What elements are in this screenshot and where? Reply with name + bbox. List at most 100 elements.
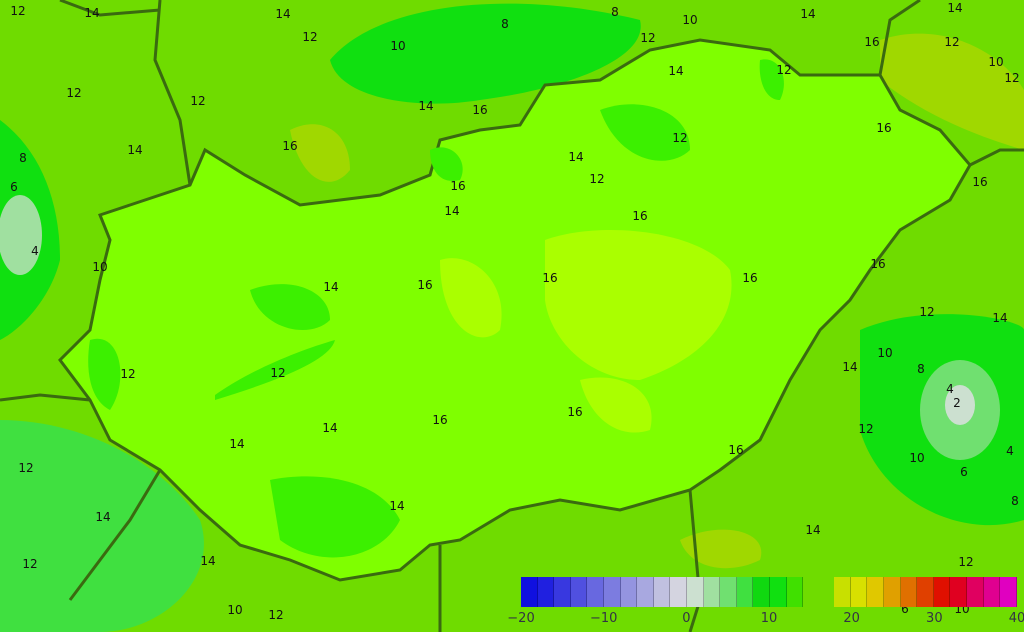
colorbar-cell — [620, 577, 638, 607]
contour-label: 14 — [229, 437, 244, 451]
colorbar-tick-label: 30 — [926, 611, 943, 626]
contour-label: 14 — [323, 280, 338, 294]
colorbar-cell — [570, 577, 588, 607]
contour-label: 16 — [864, 35, 879, 49]
contour-label: 10 — [877, 346, 892, 360]
contour-label: 16 — [282, 139, 297, 153]
colorbar-cell — [950, 577, 968, 607]
contour-label: 10 — [390, 39, 405, 53]
contour-label: 16 — [972, 175, 987, 189]
contour-label: 12 — [190, 94, 205, 108]
hungary-region — [58, 38, 972, 582]
colorbar-cell — [884, 577, 901, 607]
contour-label: 14 — [568, 150, 583, 164]
contour-label: 8 — [19, 151, 27, 165]
contour-label: 12 — [919, 305, 934, 319]
contour-label: 12 — [858, 422, 873, 436]
contour-label: 12 — [640, 31, 655, 45]
contour-label: 12 — [120, 367, 135, 381]
contour-label: 14 — [842, 360, 857, 374]
colorbar-cell — [521, 577, 538, 607]
colorbar-tick-label: −20 — [507, 611, 535, 626]
contour-label: 14 — [322, 421, 337, 435]
contour-label: 12 — [958, 555, 973, 569]
contour-label: 4 — [31, 244, 39, 258]
contour-label: 12 — [10, 4, 25, 18]
contour-label: 16 — [472, 103, 487, 117]
contour-label: 12 — [22, 557, 37, 571]
contour-label: 14 — [418, 99, 433, 113]
contour-label: 16 — [542, 271, 557, 285]
colorbar-cell — [720, 577, 737, 607]
contour-label: 16 — [567, 405, 582, 419]
contour-label: 14 — [95, 510, 110, 524]
contour-label: 12 — [589, 172, 604, 186]
contour-label: 8 — [611, 5, 619, 19]
contour-label: 16 — [870, 257, 885, 271]
contour-label: 16 — [450, 179, 465, 193]
colorbar-tick-label: 0 — [682, 611, 691, 626]
colorbar-tick-label: 40 — [1008, 611, 1024, 626]
contour-label: 14 — [992, 311, 1007, 325]
contour-label: 14 — [947, 1, 962, 15]
contour-label: 4 — [1006, 444, 1014, 458]
contour-label: 12 — [268, 608, 283, 622]
contour-label: 16 — [417, 278, 432, 292]
contour-label: 10 — [92, 260, 107, 274]
colorbar-cell — [753, 577, 770, 607]
colorbar-cell — [603, 577, 621, 607]
contour-label: 12 — [18, 461, 33, 475]
contour-label: 14 — [800, 7, 815, 21]
colorbar-cell — [537, 577, 555, 607]
contour-label: 8 — [1011, 494, 1019, 508]
contour-label: 10 — [682, 13, 697, 27]
cool-regions — [0, 3, 1024, 632]
colorbar-cell — [850, 577, 868, 607]
contour-label: 14 — [200, 554, 215, 568]
contour-label: 16 — [432, 413, 447, 427]
colorbar-cell — [637, 577, 654, 607]
contour-label: 14 — [805, 523, 820, 537]
contour-label: 6 — [901, 602, 909, 616]
contour-label: 4 — [946, 382, 954, 396]
colorbar-cell — [819, 577, 835, 607]
contour-label: 16 — [632, 209, 647, 223]
contour-label: 14 — [84, 6, 99, 20]
colorbar-cell — [703, 577, 721, 607]
contour-label: 10 — [988, 55, 1003, 69]
contour-label: 12 — [1004, 71, 1019, 85]
contour-label: 10 — [227, 603, 242, 617]
colorbar-cell — [769, 577, 787, 607]
colorbar-cell — [786, 577, 804, 607]
colorbar-cell — [686, 577, 704, 607]
colorbar-tick-label: −10 — [589, 611, 618, 626]
contour-label: 12 — [66, 86, 81, 100]
colorbar — [521, 577, 1017, 607]
colorbar-cell — [1000, 577, 1017, 607]
contour-label: 6 — [10, 180, 18, 194]
contour-label: 12 — [944, 35, 959, 49]
contour-label: 16 — [876, 121, 891, 135]
contour-label: 12 — [302, 30, 317, 44]
colorbar-tick-label: 10 — [760, 611, 778, 626]
contour-label: 14 — [444, 204, 459, 218]
colorbar-cell — [867, 577, 885, 607]
colorbar-tick-label: 20 — [843, 611, 860, 626]
contour-label: 6 — [960, 465, 968, 479]
contour-label: 14 — [389, 499, 404, 513]
colorbar-cell — [983, 577, 1001, 607]
contour-label: 16 — [742, 271, 757, 285]
contour-label: 12 — [672, 131, 687, 145]
colorbar-cell — [803, 577, 819, 607]
colorbar-cell — [736, 577, 754, 607]
cold-pockets — [88, 59, 784, 558]
colorbar-cell — [917, 577, 934, 607]
colorbar-cell — [967, 577, 984, 607]
contour-label: 14 — [668, 64, 683, 78]
contour-label: 16 — [728, 443, 743, 457]
colorbar-cell — [670, 577, 687, 607]
colorbar-cell — [933, 577, 951, 607]
contour-label: 14 — [275, 7, 290, 21]
warm-regions — [290, 124, 762, 569]
